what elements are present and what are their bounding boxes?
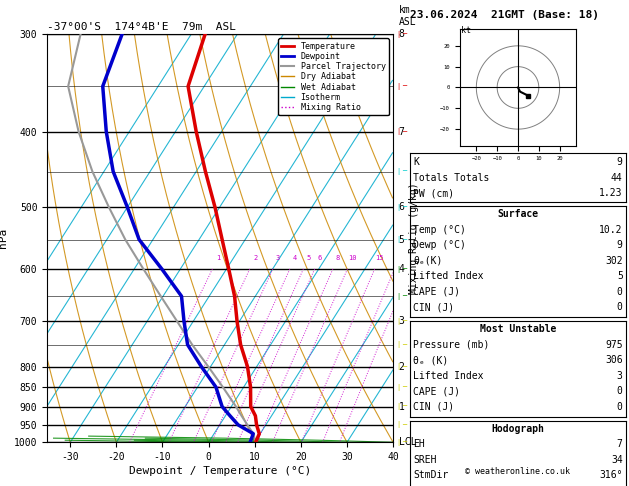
Text: 3: 3 [617,371,623,381]
Text: |: | [396,236,401,243]
Text: Lifted Index: Lifted Index [413,271,484,281]
Text: |: | [396,318,401,325]
Text: 6: 6 [399,202,404,212]
Text: Temp (°C): Temp (°C) [413,225,466,235]
Text: 975: 975 [605,340,623,350]
Text: ─: ─ [403,364,406,369]
Text: K: K [413,157,419,167]
Text: km
ASL: km ASL [399,5,416,27]
Text: 4: 4 [399,264,404,274]
Text: 2: 2 [399,362,404,372]
Text: 34: 34 [611,455,623,465]
Text: 3: 3 [399,316,404,326]
Text: |: | [396,31,401,37]
Text: SREH: SREH [413,455,437,465]
Text: Dewp (°C): Dewp (°C) [413,240,466,250]
Text: 2: 2 [253,255,257,260]
Text: Mixing Ratio (g/kg): Mixing Ratio (g/kg) [409,182,419,294]
Text: 10: 10 [348,255,357,260]
Text: kt: kt [460,26,470,35]
Text: CIN (J): CIN (J) [413,302,454,312]
Text: |: | [396,83,401,90]
Text: |: | [396,204,401,211]
Text: |: | [396,363,401,370]
Text: 0: 0 [617,302,623,312]
Text: LCL: LCL [399,437,416,447]
Text: 3: 3 [276,255,281,260]
Text: 7: 7 [399,126,404,137]
Text: Lifted Index: Lifted Index [413,371,484,381]
Text: θₑ(K): θₑ(K) [413,256,443,266]
Text: 302: 302 [605,256,623,266]
Text: ─: ─ [403,403,406,410]
Text: 1.23: 1.23 [599,188,623,198]
Text: CAPE (J): CAPE (J) [413,287,460,297]
Text: 44: 44 [611,173,623,183]
Text: EH: EH [413,439,425,450]
Text: 0: 0 [617,287,623,297]
Text: 6: 6 [318,255,322,260]
Text: |: | [396,383,401,391]
Text: 8: 8 [336,255,340,260]
Text: |: | [396,265,401,273]
Text: 9: 9 [617,157,623,167]
Text: |: | [396,403,401,410]
Text: ─: ─ [403,83,406,89]
Text: 306: 306 [605,355,623,365]
Text: ─: ─ [403,266,406,272]
Text: -37°00'S  174°4B'E  79m  ASL: -37°00'S 174°4B'E 79m ASL [47,22,236,32]
Text: CAPE (J): CAPE (J) [413,386,460,397]
Text: ─: ─ [403,169,406,174]
Text: 15: 15 [376,255,384,260]
Text: CIN (J): CIN (J) [413,402,454,412]
Text: 9: 9 [617,240,623,250]
Text: Most Unstable: Most Unstable [480,324,556,334]
Text: 5: 5 [399,235,404,244]
Text: © weatheronline.co.uk: © weatheronline.co.uk [465,467,571,476]
Text: 1: 1 [216,255,220,260]
Text: StmDir: StmDir [413,470,448,481]
Text: |: | [396,293,401,300]
Text: ─: ─ [403,129,406,135]
Text: 5: 5 [617,271,623,281]
Text: PW (cm): PW (cm) [413,188,454,198]
Text: |: | [396,168,401,175]
Text: ─: ─ [403,422,406,428]
Text: ─: ─ [403,439,406,445]
Text: 8: 8 [399,29,404,39]
Text: ─: ─ [403,318,406,324]
Text: 1: 1 [399,401,404,412]
Text: ─: ─ [403,293,406,299]
Text: |: | [396,421,401,428]
Y-axis label: hPa: hPa [0,228,8,248]
Text: 7: 7 [617,439,623,450]
Text: ─: ─ [403,237,406,243]
Text: 4: 4 [293,255,298,260]
X-axis label: Dewpoint / Temperature (°C): Dewpoint / Temperature (°C) [129,466,311,476]
Text: 5: 5 [306,255,311,260]
Text: ─: ─ [403,31,406,37]
Legend: Temperature, Dewpoint, Parcel Trajectory, Dry Adiabat, Wet Adiabat, Isotherm, Mi: Temperature, Dewpoint, Parcel Trajectory… [278,38,389,115]
Text: |: | [396,439,401,446]
Text: |: | [396,128,401,135]
Text: |: | [396,341,401,348]
Text: 316°: 316° [599,470,623,481]
Text: ─: ─ [403,384,406,390]
Text: Totals Totals: Totals Totals [413,173,489,183]
Text: 0: 0 [617,402,623,412]
Text: Surface: Surface [498,209,538,219]
Text: 10.2: 10.2 [599,225,623,235]
Text: Pressure (mb): Pressure (mb) [413,340,489,350]
Text: 23.06.2024  21GMT (Base: 18): 23.06.2024 21GMT (Base: 18) [410,10,599,20]
Text: ─: ─ [403,342,406,347]
Text: Hodograph: Hodograph [491,424,545,434]
Text: θₑ (K): θₑ (K) [413,355,448,365]
Text: ─: ─ [403,204,406,210]
Text: 0: 0 [617,386,623,397]
